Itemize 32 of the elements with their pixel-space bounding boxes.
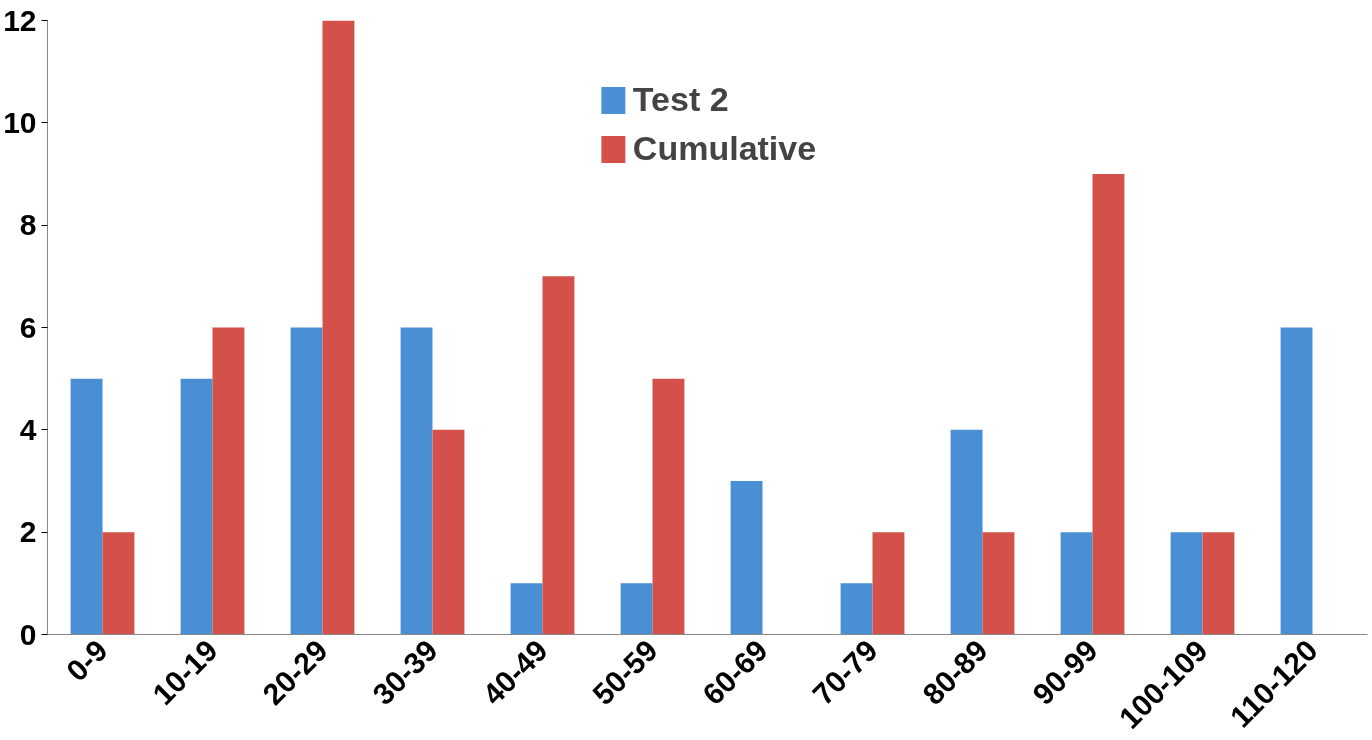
- bar: [950, 429, 983, 635]
- legend-label: Cumulative: [632, 129, 817, 168]
- y-tick-label: 10: [3, 105, 37, 139]
- bar: [322, 20, 355, 635]
- bar: [840, 583, 873, 635]
- bar: [102, 532, 135, 635]
- bar: [400, 327, 433, 635]
- y-tick-label: 0: [19, 617, 37, 651]
- bar: [542, 276, 575, 635]
- bar: [620, 583, 653, 635]
- bar: [212, 327, 245, 635]
- y-tick-label: 4: [19, 412, 37, 446]
- bar: [510, 583, 543, 635]
- y-tick-label: 2: [19, 515, 37, 549]
- bar: [432, 429, 465, 635]
- bar: [730, 481, 763, 635]
- bar: [70, 378, 103, 635]
- bar: [290, 327, 323, 635]
- legend-label: Test 2: [632, 80, 729, 119]
- y-tick-label: 6: [19, 310, 37, 344]
- x-tick-label: 0-9: [59, 633, 114, 688]
- bar: [652, 378, 685, 635]
- bar: [180, 378, 213, 635]
- bar: [1060, 532, 1093, 635]
- bar: [982, 532, 1015, 635]
- bar: [1202, 532, 1235, 635]
- bar: [1280, 327, 1313, 635]
- bar: [1092, 174, 1125, 635]
- y-tick-label: 8: [19, 208, 37, 242]
- y-tick-label: 12: [3, 3, 37, 37]
- bar: [872, 532, 905, 635]
- bar: [1170, 532, 1203, 635]
